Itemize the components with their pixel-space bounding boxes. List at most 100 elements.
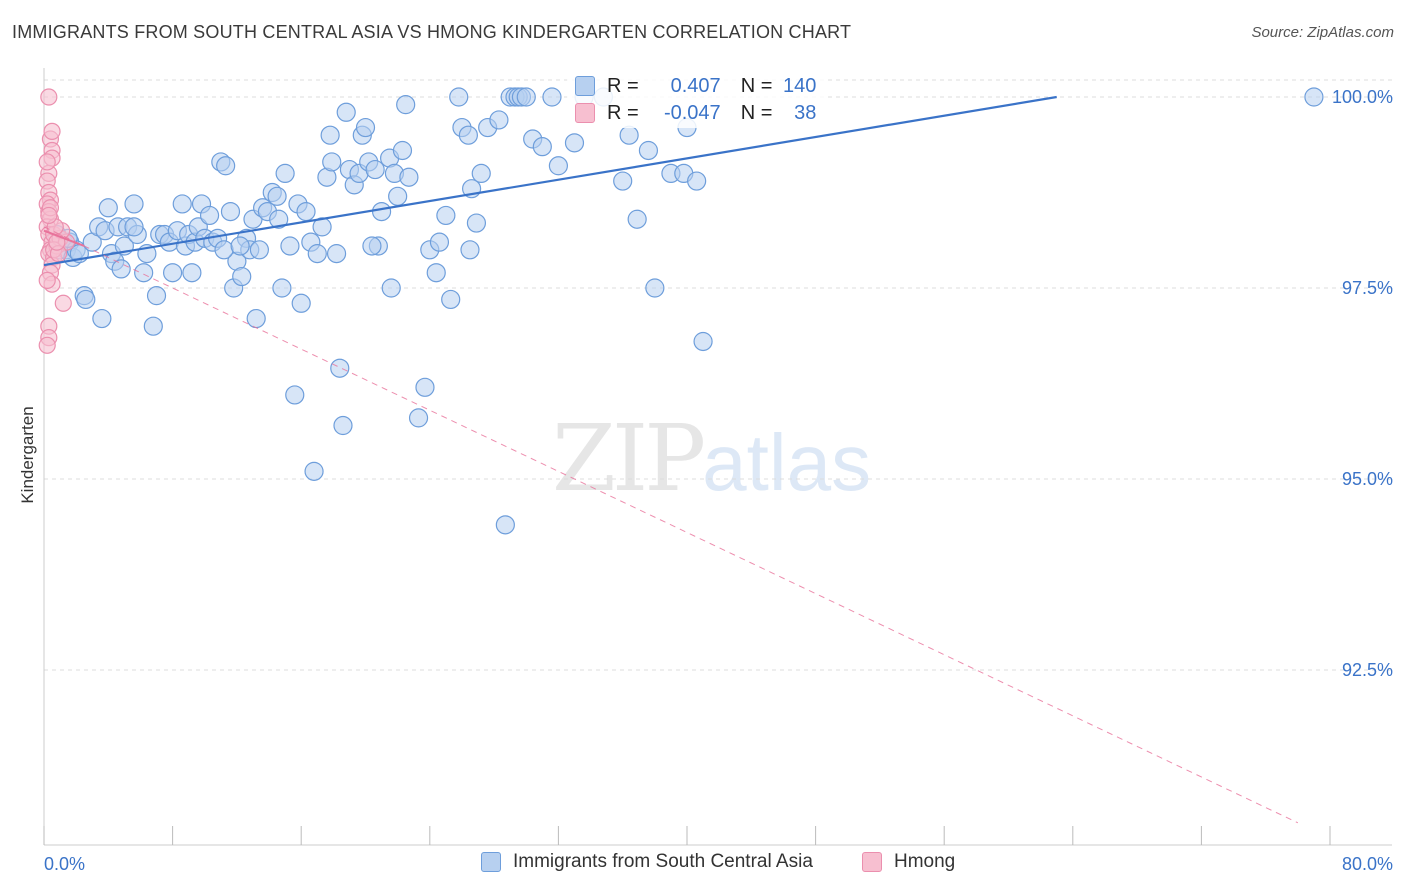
x-tick-label-1: 80.0% — [1342, 854, 1393, 874]
point-south-central-asia-44 — [220, 202, 241, 222]
point-south-central-asia-122 — [645, 278, 665, 298]
point-south-central-asia-51 — [246, 308, 266, 329]
point-south-central-asia-69 — [320, 125, 340, 145]
stats-r-value-1: 0.407 — [670, 74, 721, 97]
point-south-central-asia-52 — [249, 240, 270, 260]
y-tick-label-0: 92.5% — [1342, 660, 1393, 680]
point-south-central-asia-79 — [355, 117, 376, 138]
point-south-central-asia-56 — [267, 186, 287, 206]
stats-n-label-1: N = — [740, 74, 773, 97]
point-south-central-asia-134 — [214, 240, 234, 260]
point-south-central-asia-103 — [471, 163, 491, 183]
point-south-central-asia-25 — [143, 316, 163, 336]
point-south-central-asia-118 — [613, 171, 633, 191]
point-hmong-23 — [38, 336, 56, 354]
point-south-central-asia-90 — [399, 167, 419, 187]
point-south-central-asia-137 — [362, 236, 382, 256]
trendline-south-central-asia — [43, 95, 1057, 267]
point-south-central-asia-57 — [272, 278, 292, 298]
legend-label-south-central-asia: Immigrants from South Central Asia — [513, 851, 813, 872]
point-south-central-asia-63 — [296, 202, 316, 222]
point-south-central-asia-126 — [687, 171, 707, 191]
point-hmong-0 — [40, 88, 58, 106]
point-south-central-asia-96 — [436, 205, 456, 226]
stats-n-value-1: 140 — [783, 74, 817, 97]
point-south-central-asia-81 — [365, 159, 385, 180]
y-tick-label-2: 97.5% — [1342, 278, 1393, 298]
point-south-central-asia-97 — [441, 289, 461, 310]
point-south-central-asia-100 — [458, 125, 478, 145]
point-south-central-asia-23 — [134, 263, 154, 283]
point-south-central-asia-72 — [330, 358, 350, 378]
point-south-central-asia-14 — [98, 198, 118, 218]
point-south-central-asia-58 — [275, 163, 295, 183]
point-south-central-asia-43 — [216, 156, 236, 176]
y-tick-label-3: 100.0% — [1332, 87, 1393, 107]
point-south-central-asia-121 — [638, 140, 659, 161]
point-south-central-asia-18 — [111, 259, 131, 279]
point-south-central-asia-105 — [489, 110, 509, 130]
point-south-central-asia-98 — [449, 87, 469, 107]
chart-title: IMMIGRANTS FROM SOUTH CENTRAL ASIA VS HM… — [12, 22, 852, 42]
point-south-central-asia-120 — [627, 209, 647, 229]
point-south-central-asia-119 — [619, 125, 639, 145]
stats-r-label-1: R = — [607, 74, 639, 97]
point-south-central-asia-127 — [693, 331, 713, 352]
point-south-central-asia-83 — [371, 202, 392, 222]
stats-n-value-2: 38 — [794, 101, 817, 124]
point-south-central-asia-87 — [388, 186, 408, 206]
stats-legend: R = 0.407 N = 140 R = -0.047 N = 38 — [567, 70, 827, 128]
stats-swatch-pink — [575, 103, 595, 123]
source-label: Source: ZipAtlas.com — [1251, 24, 1394, 41]
point-south-central-asia-94 — [426, 263, 446, 283]
legend-label-hmong: Hmong — [894, 851, 956, 872]
legend-item-south-central-asia[interactable]: Immigrants from South Central Asia — [481, 851, 813, 873]
point-south-central-asia-74 — [336, 102, 356, 122]
point-south-central-asia-95 — [429, 232, 450, 252]
point-south-central-asia-47 — [232, 266, 252, 287]
point-south-central-asia-60 — [285, 385, 305, 405]
point-south-central-asia-115 — [548, 156, 569, 176]
point-hmong-28 — [38, 153, 56, 171]
trendline-hmong-solid — [43, 229, 85, 247]
x-tick-label-0: 0.0% — [44, 854, 85, 874]
watermark-atlas: atlas — [702, 418, 872, 507]
point-south-central-asia-89 — [396, 95, 416, 115]
point-south-central-asia-116 — [564, 133, 585, 153]
legend-swatch-pink — [862, 852, 882, 872]
point-south-central-asia-135 — [230, 236, 250, 256]
trendline-hmong — [43, 226, 1299, 824]
watermark-zip: ZIP — [552, 405, 706, 512]
point-south-central-asia-91 — [408, 408, 429, 428]
point-south-central-asia-12 — [92, 308, 112, 329]
stats-n-label-2: N = — [740, 101, 773, 124]
point-south-central-asia-113 — [532, 137, 552, 157]
point-south-central-asia-92 — [415, 377, 435, 397]
point-south-central-asia-136 — [269, 209, 289, 229]
point-south-central-asia-71 — [326, 244, 347, 264]
stats-r-label-2: R = — [607, 101, 639, 124]
point-south-central-asia-130 — [460, 240, 480, 260]
legend-item-hmong[interactable]: Hmong — [862, 851, 955, 873]
point-hmong-36 — [40, 206, 58, 225]
point-south-central-asia-70 — [322, 152, 342, 172]
point-south-central-asia-59 — [280, 236, 300, 256]
stats-row-series1: R = 0.407 N = 140 — [575, 73, 816, 99]
point-south-central-asia-62 — [291, 293, 311, 313]
point-hmong-20 — [54, 294, 72, 312]
point-south-central-asia-30 — [163, 263, 183, 283]
point-hmong-34 — [38, 271, 56, 289]
point-south-central-asia-114 — [542, 87, 562, 107]
y-tick-label-1: 95.0% — [1342, 469, 1393, 489]
point-south-central-asia-26 — [146, 286, 167, 306]
stats-r-value-2: -0.047 — [663, 101, 721, 124]
point-south-central-asia-111 — [516, 87, 536, 107]
point-south-central-asia-66 — [307, 244, 327, 264]
point-south-central-asia-133 — [182, 263, 202, 283]
point-south-central-asia-32 — [172, 194, 192, 214]
point-south-central-asia-73 — [333, 415, 353, 436]
point-hmong-35 — [43, 122, 61, 140]
point-south-central-asia-88 — [392, 140, 413, 161]
point-south-central-asia-65 — [304, 461, 324, 481]
